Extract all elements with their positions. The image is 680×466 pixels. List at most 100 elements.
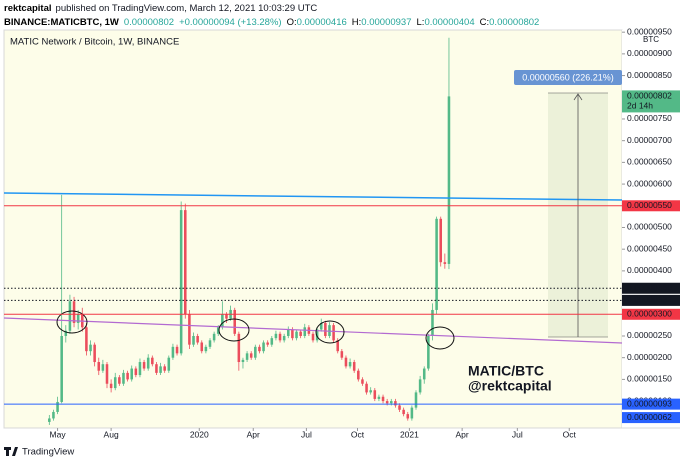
candle-body [113,377,117,389]
ohlc-key: O: [287,17,297,28]
candle-body [233,309,236,334]
candle-body [171,346,175,358]
candle-body [398,405,401,410]
ohlc-value: 0.00000937 [361,17,411,28]
candle-body [89,344,92,352]
candle-body [52,411,55,419]
ohlc-value: 0.00000802 [489,17,539,28]
candle-body [155,364,158,373]
price-label-box [622,90,680,113]
candle-body [216,327,220,334]
currency: BTC [643,35,659,44]
candle-body [315,329,319,341]
candle-body [357,370,360,380]
footer [0,441,680,461]
candle-body [249,353,253,358]
x-tick-label: Oct [351,429,365,439]
ohlc-key: L: [417,17,425,28]
level-label-box [622,282,680,294]
candle-body [97,362,101,371]
candle-body [291,329,294,339]
y-tick-label: 0.00000200 [627,352,672,362]
level-label: 0.00000300 [627,309,672,319]
publish-line: rektcapital published on TradingView.com,… [4,3,317,14]
candle-body [101,364,105,371]
y-tick-label: 0.00000500 [627,222,672,232]
candle-body [266,342,269,345]
candle-body [406,414,410,419]
circle-mark [425,326,455,350]
candle-body [159,366,162,373]
level-label-box [622,412,680,424]
candle-body [270,338,274,345]
candle-body [212,333,216,341]
candle-body [221,314,224,328]
candle-body [414,392,418,408]
candle-body [142,362,146,369]
level-label: 0.00000550 [627,200,672,210]
candle-body [431,309,434,336]
ohlc-value: 0.00000416 [297,17,347,28]
measure-label-box [514,70,622,85]
candle-body [410,407,414,419]
candle-body [344,357,348,367]
candle-body [109,383,113,389]
y-tick-label: 0.00000700 [627,135,672,145]
tv-logo [4,447,18,456]
candle-body [208,340,212,347]
candle-body [163,366,166,371]
candle-body [200,342,204,352]
symbol-line: BINANCE:MATICBTC, 1W 0.00000802 +0.0000009… [4,17,539,28]
candle-body [179,210,183,354]
level-label: 0.00000062 [627,412,672,422]
candle-body [262,342,265,352]
x-tick-label: Jul [512,429,523,439]
author: rektcapital [4,3,52,14]
candle-body [439,218,442,263]
candle-body [85,327,88,352]
circle-mark [315,320,345,344]
candle-body [204,346,208,352]
candle-body [311,333,315,341]
candle-body [390,401,393,404]
candle-body [377,396,381,399]
measure-label: 0.00000560 (226.21%) [522,72,614,82]
candle-body [184,210,187,315]
candle-body [402,409,405,415]
candle-body [328,325,331,336]
x-tick-label: Apr [456,429,469,439]
candle-body [295,331,298,339]
candle-body [336,340,339,352]
candle-body [118,377,121,384]
y-tick-label: 0.00000150 [627,374,672,384]
candle-body [274,333,278,339]
candle-body [352,362,356,371]
y-tick-label: 0.00000400 [627,265,672,275]
y-tick-label: 0.00000750 [627,113,672,123]
candle-body [340,351,344,358]
last-price: 0.00000802 [124,17,174,28]
candle-body [64,330,68,336]
footer-brand[interactable]: TradingView [22,447,74,458]
circle-mark [218,318,250,342]
level-label: 0.00000360 [627,282,672,292]
candle-body [435,218,438,310]
candle-body [192,335,195,345]
x-tick-label: 2021 [400,429,419,439]
candle-body [381,396,385,402]
candle-body [146,357,150,369]
chart-title: MATIC Network / Bitcoin, 1W, BINANCE [10,37,179,48]
candle-body [105,364,109,384]
candle-body [241,359,245,363]
candle-body [324,322,327,336]
candle-body [225,314,228,319]
annotation: @rektcapital [468,378,552,394]
x-tick-label: Jul [301,429,312,439]
candle-body [93,344,96,363]
level-label-box [622,200,680,212]
candle-body [365,383,368,393]
price-label: 0.00000802 [627,91,672,101]
annotation: MATIC/BTC [468,363,544,379]
level-label: 0.00000332 [627,295,672,305]
